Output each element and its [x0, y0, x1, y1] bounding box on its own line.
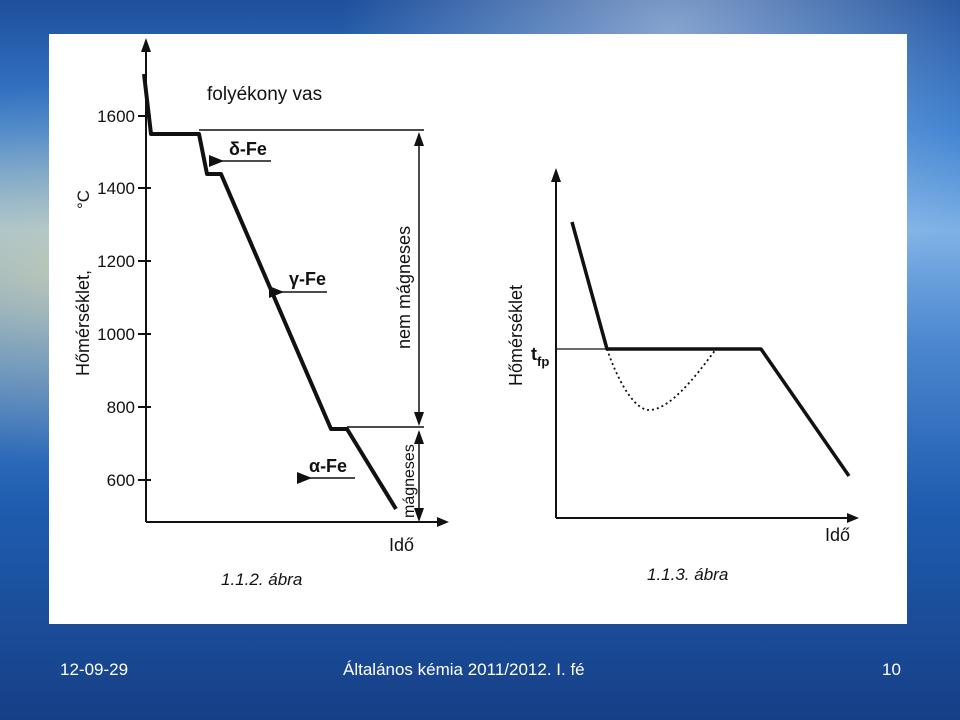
tick-label-600: 600: [107, 471, 135, 490]
gamma-fe-label: γ-Fe: [289, 269, 326, 289]
left-y-unit: °C: [74, 190, 93, 209]
right-caption: 1.1.3. ábra: [647, 565, 728, 584]
delta-fe-label: δ-Fe: [229, 139, 267, 159]
alpha-fe-label: α-Fe: [309, 456, 347, 476]
magnetic-label: mágneses: [401, 444, 418, 518]
tick-label-1600: 1600: [97, 107, 135, 126]
left-caption: 1.1.2. ábra: [221, 570, 302, 589]
left-y-ticks: [138, 115, 151, 481]
right-x-axis-arrow: [847, 513, 859, 523]
tick-label-1000: 1000: [97, 325, 135, 344]
supercooling-curve: [606, 348, 717, 411]
tick-label-1400: 1400: [97, 179, 135, 198]
tick-label-800: 800: [107, 398, 135, 417]
left-y-axis-arrow: [141, 38, 151, 52]
footer-course-title: Általános kémia 2011/2012. I. fé: [343, 660, 585, 679]
right-x-axis-label: Idő: [825, 525, 850, 545]
liquid-iron-label: folyékony vas: [207, 84, 322, 105]
left-y-axis-label: Hőmérséklet,: [73, 270, 93, 376]
cooling-curve: [570, 221, 851, 477]
footer-page-number: 10: [882, 660, 901, 679]
tick-label-1200: 1200: [97, 252, 135, 271]
nonmagnetic-label: nem mágneses: [394, 226, 414, 349]
left-x-axis-arrow: [437, 517, 449, 527]
right-y-axis-arrow: [551, 168, 561, 182]
iron-cooling-curve: [142, 73, 398, 511]
footer-date: 12-09-29: [60, 660, 129, 679]
t-fp-label: tfp: [531, 344, 549, 369]
left-x-axis-label: Idő: [389, 535, 414, 555]
left-diagram: 1600 1400 1200 1000 800 600 Hőmérséklet,…: [73, 38, 449, 589]
right-diagram: Hőmérséklet tfp Idő 1.1.3. ábra: [506, 168, 859, 584]
figure-panel: 1600 1400 1200 1000 800 600 Hőmérséklet,…: [49, 34, 907, 624]
cooling-curves-diagram: 1600 1400 1200 1000 800 600 Hőmérséklet,…: [73, 38, 859, 589]
right-y-axis-label: Hőmérséklet: [506, 285, 526, 386]
